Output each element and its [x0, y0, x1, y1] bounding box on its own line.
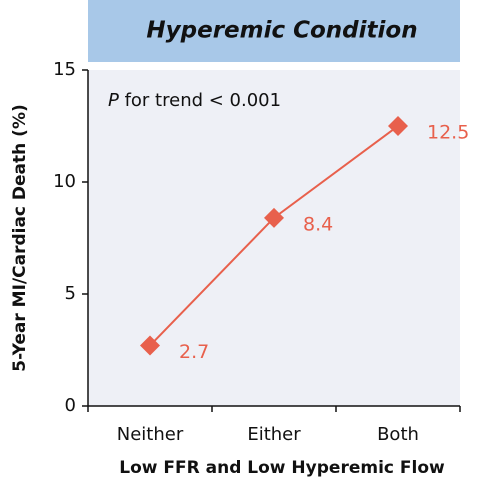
x-tick-label: Either [247, 424, 301, 445]
plot-background [88, 70, 460, 406]
y-tick-label: 0 [65, 395, 76, 416]
data-marker [264, 207, 284, 228]
y-tick-label: 10 [53, 171, 76, 192]
y-tick-label: 5 [65, 283, 76, 304]
chart-title: Hyperemic Condition [146, 18, 417, 44]
y-tick-label: 15 [53, 59, 76, 80]
x-axis-label: Low FFR and Low Hyperemic Flow [119, 458, 445, 478]
data-marker [140, 335, 160, 356]
x-tick-label: Neither [117, 424, 184, 445]
data-label: 8.4 [303, 213, 333, 235]
data-label: 2.7 [179, 341, 209, 363]
annotation-text: for trend < 0.001 [119, 90, 281, 111]
y-axis-label: 5-Year MI/Cardiac Death (%) [10, 104, 30, 372]
data-label: 12.5 [427, 122, 469, 144]
annotation-p: P [108, 90, 119, 111]
data-marker [388, 116, 408, 136]
x-tick-label: Both [377, 424, 419, 445]
title-banner [88, 0, 460, 62]
annotation: P for trend < 0.001 [108, 90, 281, 111]
